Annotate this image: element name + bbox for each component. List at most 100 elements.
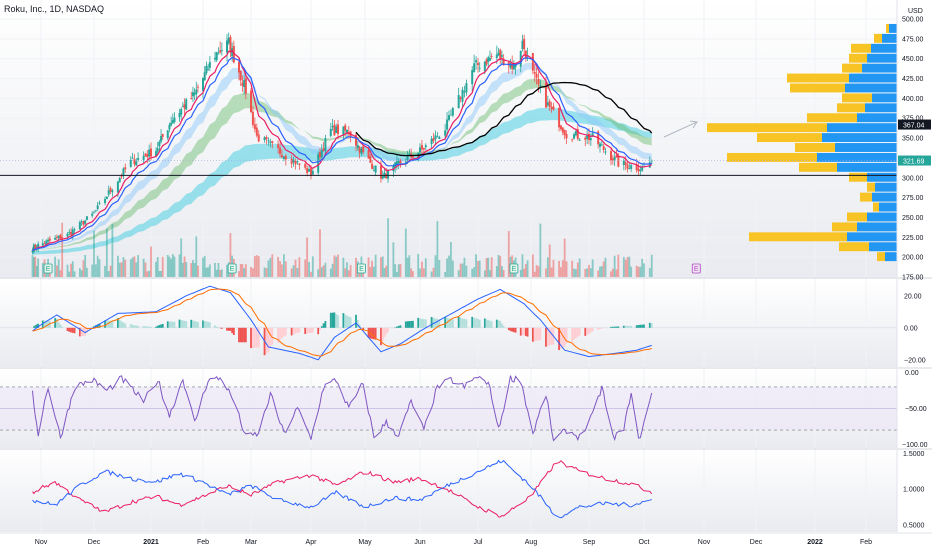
- volume-profile-bar-up: [827, 123, 897, 132]
- osc1-histogram-bar: [641, 325, 643, 328]
- candle-body: [241, 83, 243, 86]
- candle-body: [487, 57, 489, 62]
- osc1-histogram-bar: [487, 320, 489, 328]
- candle-body: [214, 58, 216, 59]
- volume-profile-bar-down: [867, 183, 875, 192]
- volume-bar: [614, 256, 616, 277]
- candle-body: [81, 221, 83, 222]
- volume-bar: [564, 239, 566, 277]
- candle-body: [586, 136, 588, 139]
- volume-bar: [369, 267, 371, 277]
- osc1-histogram-bar: [511, 328, 513, 332]
- osc1-histogram-bar: [202, 320, 204, 327]
- volume-bar: [86, 268, 88, 277]
- comparison-tick-label: 1.0000: [903, 487, 925, 494]
- candle-body: [195, 90, 197, 95]
- candle-body: [168, 125, 170, 130]
- candle-body: [419, 147, 421, 152]
- volume-bar: [321, 267, 323, 277]
- volume-bar: [412, 271, 414, 277]
- volume-bar: [562, 260, 564, 277]
- osc1-histogram-bar: [639, 325, 641, 328]
- osc1-histogram-bar: [539, 328, 541, 340]
- volume-profile-bar-down: [832, 222, 857, 231]
- volume-bar: [84, 255, 86, 277]
- volume-bar: [498, 255, 500, 277]
- candle-body: [185, 99, 187, 109]
- candle-body: [229, 37, 231, 53]
- volume-bar: [158, 271, 160, 277]
- volume-bar: [157, 257, 159, 277]
- volume-bar: [536, 265, 538, 277]
- volume-bar: [70, 264, 72, 277]
- candle-body: [450, 115, 452, 116]
- volume-bar: [623, 257, 625, 277]
- volume-bar: [612, 269, 614, 277]
- volume-bar: [310, 272, 312, 277]
- volume-profile-bar-up: [822, 133, 897, 142]
- osc1-histogram-bar: [155, 327, 157, 328]
- candle-body: [79, 222, 81, 229]
- volume-profile-bar-up: [837, 163, 897, 172]
- osc1-histogram-bar: [197, 322, 199, 328]
- osc1-histogram-bar: [157, 326, 159, 328]
- osc1-histogram-bar: [170, 322, 172, 328]
- volume-bar: [484, 271, 486, 277]
- volume-bar: [489, 270, 491, 277]
- volume-bar: [134, 256, 136, 277]
- osc1-histogram-bar: [226, 328, 228, 331]
- candle-body: [95, 210, 97, 211]
- osc1-histogram-bar: [380, 328, 382, 345]
- candle-body: [295, 161, 297, 164]
- candle-body: [333, 125, 335, 135]
- candle-body: [438, 137, 440, 139]
- volume-profile-bar-down: [847, 213, 867, 222]
- candle-body: [473, 63, 475, 72]
- candle-body: [421, 145, 423, 150]
- volume-bar: [167, 255, 169, 277]
- volume-bar: [417, 254, 419, 277]
- volume-bar: [174, 257, 176, 277]
- osc1-histogram-bar: [479, 320, 481, 328]
- candle-body: [534, 72, 536, 74]
- volume-bar: [573, 269, 575, 277]
- candle-body: [523, 39, 525, 49]
- osc1-histogram-bar: [412, 321, 414, 328]
- volume-bar: [258, 256, 260, 277]
- volume-bar: [226, 265, 228, 277]
- volume-bar: [104, 266, 106, 277]
- earnings-marker: E: [228, 264, 236, 273]
- candle-body: [110, 188, 112, 192]
- volume-bar: [371, 261, 373, 277]
- candle-body: [256, 128, 258, 136]
- volume-profile-bar-down: [873, 203, 879, 212]
- volume-bar: [566, 261, 568, 277]
- volume-bar: [599, 267, 601, 277]
- candle-body: [97, 205, 99, 209]
- volume-bar: [81, 270, 83, 277]
- candle-body: [539, 85, 541, 86]
- osc1-histogram-bar: [515, 328, 517, 333]
- osc2-tick-label: 0.00: [905, 370, 919, 377]
- candle-body: [310, 168, 312, 176]
- candle-body: [243, 80, 245, 87]
- volume-bar: [375, 255, 377, 277]
- candle-body: [217, 54, 219, 55]
- volume-bar: [180, 238, 182, 277]
- osc1-histogram-bar: [221, 328, 223, 329]
- volume-bar: [97, 256, 99, 277]
- osc1-histogram-bar: [538, 328, 540, 341]
- candle-body: [373, 170, 375, 171]
- price-tick-label: 225.00: [902, 235, 924, 242]
- candle-body: [614, 157, 616, 160]
- candle-body: [121, 176, 123, 177]
- osc1-histogram-bar: [417, 318, 419, 328]
- candle-body: [532, 53, 534, 71]
- osc1-histogram-bar: [348, 317, 350, 328]
- volume-bar: [245, 264, 247, 277]
- candle-body: [226, 40, 228, 52]
- osc1-histogram-bar: [452, 319, 454, 327]
- volume-bar: [135, 262, 137, 277]
